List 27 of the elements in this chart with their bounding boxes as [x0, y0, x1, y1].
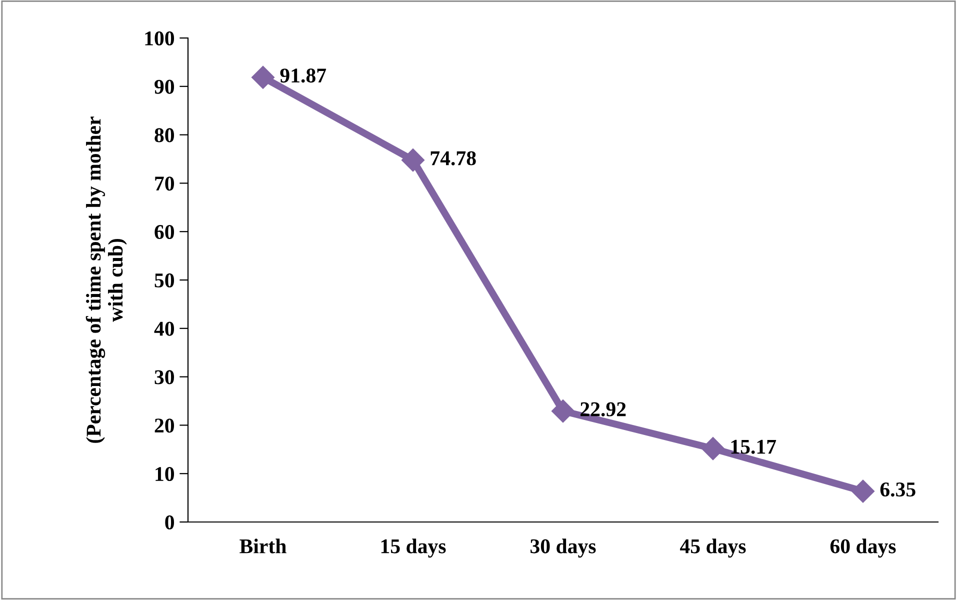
point	[702, 437, 724, 460]
x-tick-label: 45 days	[680, 538, 746, 558]
point	[852, 480, 874, 503]
y-tick-label: 70	[155, 176, 174, 191]
point	[252, 66, 274, 89]
y-tick-label: 40	[154, 322, 174, 336]
x-tick-label: Birth	[240, 538, 286, 554]
y-tick-label: 80	[154, 128, 174, 142]
y-tick-label: 60	[154, 224, 174, 240]
y-tick-label: 20	[154, 418, 174, 433]
x-tick-label: 30 days	[530, 538, 596, 558]
y-tick-label: 30	[154, 370, 174, 384]
y-tick-label: 100	[145, 31, 174, 46]
data-label: 6.35	[880, 482, 916, 497]
data-label: 15.17	[731, 440, 776, 454]
y-axis-title: (Percentage of tiime spent by mother with cub)	[86, 116, 127, 443]
y-tick-label: 0	[165, 515, 174, 530]
y-tick-label: 50	[154, 273, 174, 288]
x-tick-label: 60 days	[830, 538, 896, 558]
data-label: 74.78	[430, 151, 476, 166]
data-label: 22.92	[580, 402, 626, 416]
point	[552, 400, 574, 423]
y-tick-label: 90	[154, 80, 174, 94]
x-tick-label: 15 days	[381, 538, 446, 558]
data-label: 91.87	[280, 68, 326, 83]
point	[402, 148, 424, 172]
y-tick-label: 10	[156, 466, 174, 482]
